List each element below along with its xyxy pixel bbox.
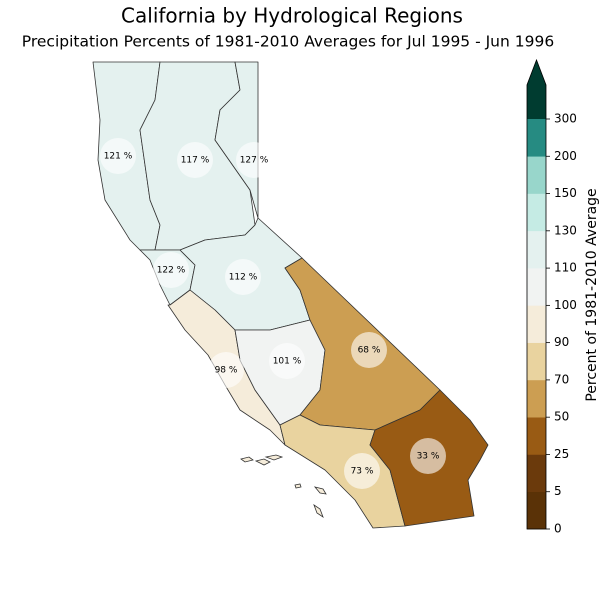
colorbar-bin bbox=[527, 230, 546, 269]
colorbar-extend bbox=[527, 60, 546, 119]
label-badge bbox=[208, 352, 244, 388]
colorbar-tick-label: 110 bbox=[554, 261, 577, 275]
colorbar-tick-label: 5 bbox=[554, 484, 562, 498]
colorbar-bin bbox=[527, 305, 546, 343]
colorbar: 0 5 25 50 70 90 100 110 130 150 200 300 bbox=[526, 58, 577, 536]
region-label: 33 % bbox=[417, 452, 440, 462]
region-label: 122 % bbox=[157, 266, 186, 276]
region-label: 112 % bbox=[229, 273, 258, 283]
colorbar-tick-label: 100 bbox=[554, 298, 577, 312]
colorbar-tick-label: 200 bbox=[554, 149, 577, 163]
label-badge bbox=[344, 453, 380, 489]
label-badge bbox=[351, 332, 387, 368]
islands bbox=[240, 454, 327, 519]
colorbar-bin bbox=[527, 454, 546, 493]
colorbar-bin bbox=[527, 119, 546, 157]
colorbar-bin bbox=[527, 156, 546, 194]
colorbar-label: Percent of 1981-2010 Average bbox=[584, 188, 600, 401]
colorbar-bin bbox=[527, 379, 546, 418]
colorbar-bin bbox=[527, 491, 546, 530]
region bbox=[214, 61, 259, 219]
subtitle: Precipitation Percents of 1981-2010 Aver… bbox=[22, 33, 554, 51]
label-badge bbox=[410, 438, 446, 474]
region-label: 121 % bbox=[104, 152, 133, 162]
region-label: 73 % bbox=[351, 467, 374, 477]
title: California by Hydrological Regions bbox=[121, 4, 463, 28]
colorbar-tick-label: 300 bbox=[554, 112, 577, 126]
label-badge bbox=[269, 343, 305, 379]
colorbar-tick-label: 70 bbox=[554, 372, 569, 386]
region-label: 117 % bbox=[181, 156, 210, 166]
colorbar-bin bbox=[527, 417, 546, 455]
colorbar-tick-label: 90 bbox=[554, 335, 569, 349]
colorbar-tick-label: 25 bbox=[554, 447, 569, 461]
label-badge bbox=[153, 252, 189, 288]
colorbar-bin bbox=[527, 342, 546, 381]
colorbar-frame bbox=[526, 58, 547, 530]
region-label: 101 % bbox=[273, 357, 302, 367]
region-label: 98 % bbox=[215, 366, 238, 376]
label-badge bbox=[100, 138, 136, 174]
label-badge bbox=[236, 142, 272, 178]
colorbar-tick-label: 0 bbox=[554, 522, 562, 536]
colorbar-tick-label: 50 bbox=[554, 410, 569, 424]
label-badge bbox=[177, 142, 213, 178]
colorbar-tick-label: 130 bbox=[554, 223, 577, 237]
region-label: 68 % bbox=[358, 346, 381, 356]
colorbar-bin bbox=[527, 268, 546, 306]
colorbar-tick-label: 150 bbox=[554, 186, 577, 200]
colorbar-bin bbox=[527, 193, 546, 232]
region-label: 127 % bbox=[240, 156, 269, 166]
region-labels: 121 % 117 % 127 % 122 % 112 % 98 % 101 % 68 % 73… bbox=[100, 138, 446, 489]
label-badge bbox=[225, 259, 261, 295]
